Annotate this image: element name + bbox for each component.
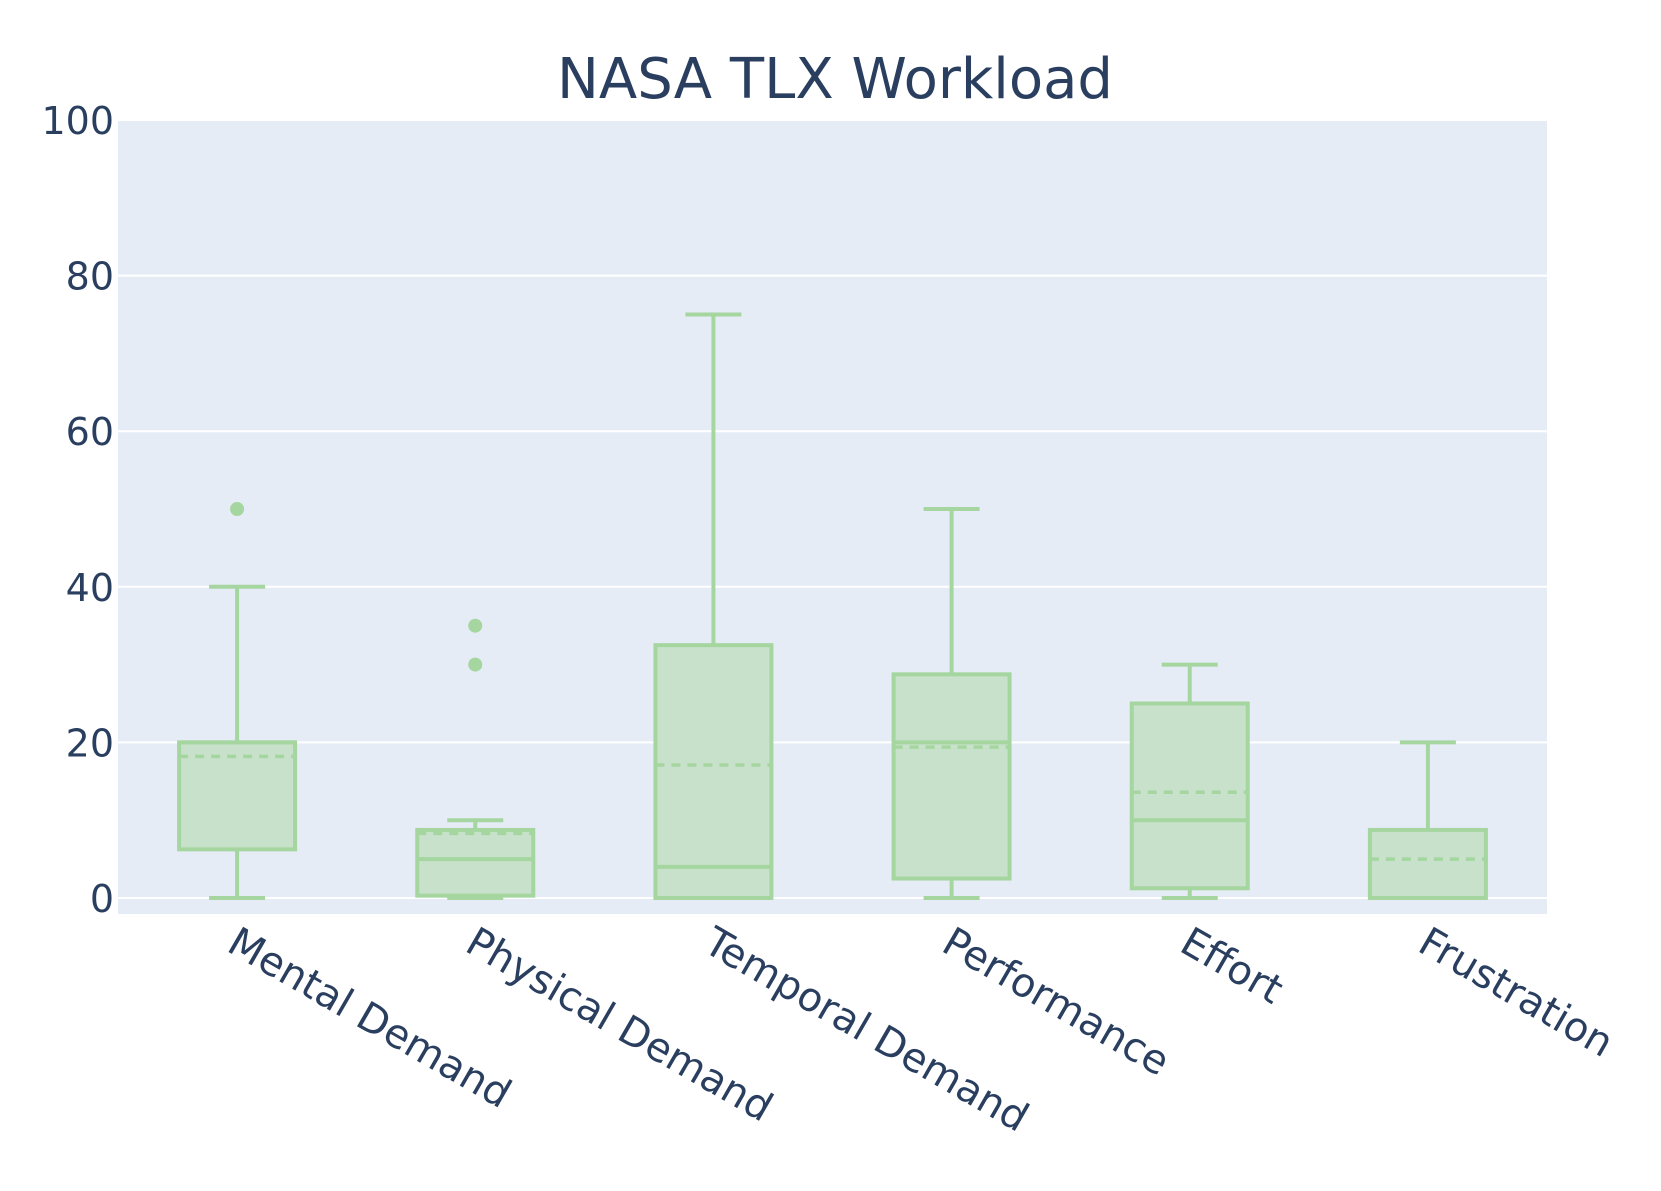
gridlines xyxy=(118,119,1547,899)
box-mental-demand xyxy=(177,502,298,900)
chart-title: NASA TLX Workload xyxy=(557,47,1113,112)
y-tick-label: 40 xyxy=(66,566,114,610)
iqr-box xyxy=(177,740,298,852)
y-tick-label: 20 xyxy=(66,721,114,765)
iqr-box xyxy=(653,643,774,901)
iqr-box xyxy=(415,827,536,898)
box-effort xyxy=(1129,662,1250,900)
box-temporal-demand xyxy=(653,312,774,901)
y-tick-label: 80 xyxy=(66,255,114,299)
y-tick-label: 0 xyxy=(90,877,114,921)
plot-background xyxy=(118,120,1547,914)
y-axis-ticks: 0 20 40 60 80 100 xyxy=(41,99,114,921)
outlier-point xyxy=(468,618,483,633)
box-frustration xyxy=(1367,740,1488,900)
iqr-box xyxy=(1129,701,1250,891)
iqr-box xyxy=(1367,827,1488,900)
x-tick-label: Performance xyxy=(935,919,1178,1086)
y-tick-label: 100 xyxy=(41,99,114,143)
boxes xyxy=(177,312,1488,901)
outlier-point xyxy=(468,657,483,672)
x-tick-label: Frustration xyxy=(1411,919,1621,1067)
box-physical-demand xyxy=(415,618,536,900)
y-tick-label: 60 xyxy=(66,410,114,454)
box-performance xyxy=(891,507,1012,900)
outlier-point xyxy=(230,502,245,516)
iqr-box xyxy=(891,672,1012,881)
x-tick-label: Effort xyxy=(1173,919,1291,1014)
